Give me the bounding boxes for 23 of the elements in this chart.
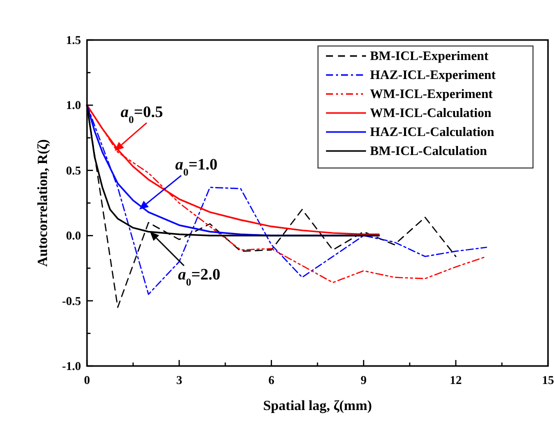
annotation: a$_{0}$=0.5 xyxy=(120,104,163,126)
x-tick-label: 3 xyxy=(176,373,182,387)
x-tick-label: 0 xyxy=(84,373,90,387)
x-tick-label: 9 xyxy=(360,373,367,387)
legend-label: BM-ICL-Calculation xyxy=(370,143,488,158)
x-tick-label: 6 xyxy=(268,373,274,387)
legend-label: HAZ-ICL-Experiment xyxy=(370,67,496,82)
x-tick-label: 12 xyxy=(450,373,462,387)
legend-label: BM-ICL-Experiment xyxy=(370,48,490,63)
x-tick-label: 15 xyxy=(542,373,554,387)
annotation: a$_{0}$=2.0 xyxy=(178,266,220,288)
legend-label: WM-ICL-Calculation xyxy=(370,105,492,120)
legend-label: WM-ICL-Experiment xyxy=(370,86,494,101)
annotation: a$_{0}$=1.0 xyxy=(175,156,218,178)
y-tick-label: 1.0 xyxy=(66,98,81,112)
y-tick-label: -0.5 xyxy=(62,294,81,308)
y-tick-label: 0.0 xyxy=(66,228,81,243)
y-tick-label: 0.5 xyxy=(66,163,81,178)
legend-label: HAZ-ICL-Calculation xyxy=(370,124,495,139)
y-tick-label: -1.0 xyxy=(62,359,81,373)
y-tick-label: 1.5 xyxy=(66,33,81,47)
y-axis-title: Autocorrelation, R(ζ) xyxy=(36,138,51,267)
x-axis-title: Spatial lag, ζ(mm) xyxy=(263,399,372,414)
